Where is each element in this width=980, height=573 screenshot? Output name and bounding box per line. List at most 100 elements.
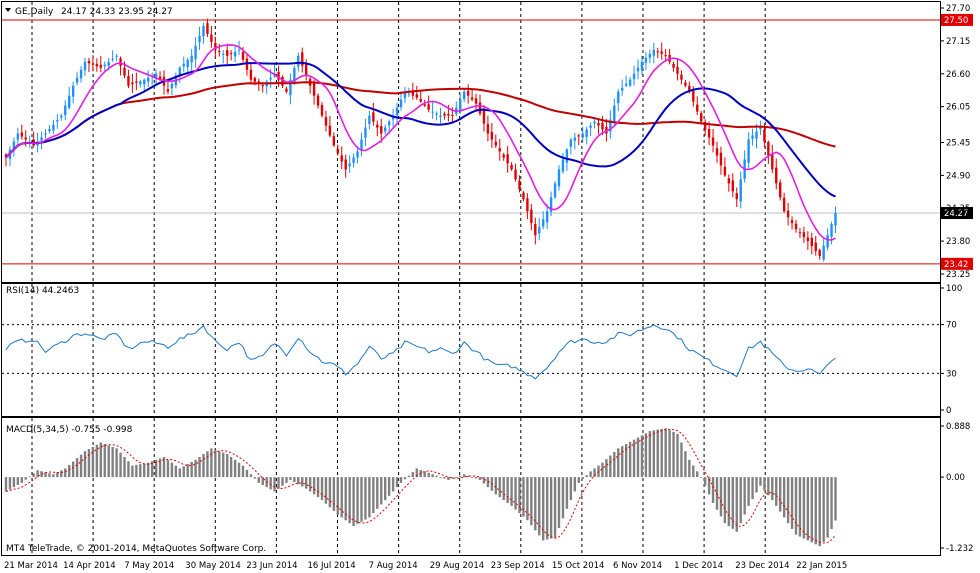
- candle-body: [486, 124, 490, 134]
- candles: [4, 18, 837, 262]
- candle-body: [463, 91, 466, 100]
- candle-body: [166, 89, 170, 92]
- macd-histogram-bar: [692, 465, 695, 478]
- macd-histogram-bar: [573, 477, 576, 492]
- x-axis-tick-label: 21 Mar 2014: [4, 561, 58, 571]
- x-axis-tick-label: 14 Apr 2014: [63, 561, 116, 571]
- macd-histogram-bar: [621, 446, 624, 478]
- macd-histogram-bar: [399, 477, 403, 483]
- candle-body: [64, 105, 67, 116]
- candle-body: [538, 227, 541, 234]
- candle-body: [305, 63, 308, 76]
- candle-body: [214, 42, 217, 50]
- candle-body: [24, 137, 27, 140]
- macd-histogram-bar: [474, 477, 478, 479]
- macd-histogram-bar: [281, 477, 284, 486]
- macd-histogram-bar: [83, 451, 87, 478]
- candle-body: [549, 197, 553, 212]
- candle-body: [664, 55, 667, 57]
- candle-body: [237, 49, 241, 51]
- macd-histogram-bar: [56, 472, 59, 478]
- price-axis-tick-label: 25.45: [946, 138, 970, 148]
- macd-histogram-bar: [301, 477, 304, 487]
- candle-body: [399, 99, 403, 108]
- candle-body: [415, 94, 418, 98]
- macd-histogram-bar: [127, 461, 130, 478]
- macd-histogram-bar: [233, 459, 237, 478]
- candle-body: [621, 87, 624, 91]
- candle-body: [826, 235, 829, 248]
- x-axis-tick-label: 22 Jan 2015: [796, 561, 847, 571]
- macd-histogram-bar: [387, 477, 391, 496]
- candle-body: [806, 237, 810, 242]
- macd-histogram-bar: [174, 465, 178, 478]
- candle-body: [439, 115, 442, 118]
- candle-body: [617, 91, 620, 104]
- price-axis-tick-label: 27.70: [946, 4, 970, 14]
- x-axis-tick-label: 23 Sep 2014: [491, 561, 545, 571]
- candle-body: [474, 98, 478, 104]
- candle-body: [514, 169, 517, 180]
- vertical-grid: [31, 2, 766, 555]
- candle-body: [139, 81, 142, 85]
- macd-histogram-bar: [115, 448, 118, 478]
- rsi-axis-tick-label: 30: [946, 369, 957, 379]
- candle-body: [644, 57, 648, 63]
- macd-histogram-bar: [514, 477, 517, 510]
- candle-body: [348, 163, 351, 167]
- macd-histogram-bar: [703, 477, 707, 486]
- price-axis-tick-label: 26.60: [946, 70, 970, 80]
- macd-histogram-bar: [364, 477, 367, 520]
- macd-panel-frame: [1, 417, 941, 556]
- candle-body: [802, 232, 806, 238]
- candle-body: [822, 245, 825, 260]
- candle-body: [52, 124, 55, 131]
- x-axis-tick-label: 23 Jun 2014: [246, 561, 297, 571]
- macd-histogram-bar: [336, 477, 339, 515]
- chart-menu-triangle-icon[interactable]: [5, 8, 11, 12]
- macd-histogram-bar: [624, 444, 628, 478]
- candle-body: [482, 110, 486, 124]
- price-marker-label: 24.27: [944, 209, 968, 219]
- macd-histogram-bar: [293, 477, 296, 483]
- macd-histogram-bar: [466, 475, 470, 478]
- candle-body: [423, 104, 426, 106]
- candle-body: [427, 104, 430, 110]
- candle-body: [158, 76, 162, 80]
- macd-histogram-bar: [707, 477, 711, 495]
- candle-body: [269, 77, 272, 80]
- macd-histogram-bar: [206, 451, 209, 478]
- macd-histogram-bar: [214, 449, 217, 478]
- macd-histogram-bar: [486, 477, 490, 488]
- chart-ohlc-values: 24.17 24.33 23.95 24.27: [61, 7, 173, 17]
- candle-body: [115, 55, 118, 57]
- macd-histogram-bar: [332, 477, 336, 511]
- candle-body: [723, 166, 727, 176]
- macd-histogram-bar: [107, 445, 110, 478]
- candle-body: [435, 113, 438, 115]
- x-axis-tick-label: 30 May 2014: [185, 561, 240, 571]
- macd-histogram-bar: [198, 456, 201, 478]
- candle-body: [431, 111, 434, 113]
- macd-histogram-bar: [700, 477, 703, 478]
- macd-histogram-bar: [411, 472, 415, 478]
- candle-body: [711, 137, 715, 146]
- macd-histogram-bar: [763, 477, 766, 491]
- price-axis-tick-label: 27.15: [946, 37, 970, 47]
- candle-body: [545, 211, 549, 223]
- macd-histogram-bar: [308, 477, 312, 492]
- macd-histogram-bar: [249, 474, 253, 478]
- macd-signal-line: [5, 428, 836, 544]
- candle-body: [573, 137, 576, 141]
- macd-histogram-bar: [143, 463, 146, 478]
- candle-body: [289, 79, 292, 96]
- candle-body: [135, 81, 138, 83]
- macd-histogram-bar: [218, 451, 221, 478]
- macd-histogram-bar: [376, 477, 379, 509]
- candle-body: [4, 154, 8, 158]
- macd-histogram-bar: [767, 477, 770, 496]
- candle-body: [95, 63, 99, 67]
- candle-body: [818, 250, 821, 257]
- macd-histogram-bar: [407, 475, 411, 478]
